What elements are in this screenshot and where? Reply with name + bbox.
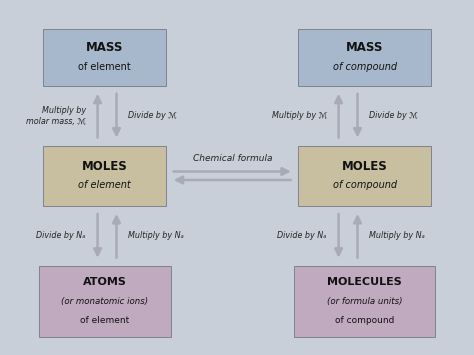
Text: Divide by ℳ: Divide by ℳ	[369, 111, 418, 120]
Text: MASS: MASS	[86, 41, 123, 54]
Text: MOLES: MOLES	[82, 159, 128, 173]
Text: ATOMS: ATOMS	[83, 277, 127, 287]
Text: Multiply by Nₐ: Multiply by Nₐ	[128, 231, 184, 240]
FancyBboxPatch shape	[299, 29, 431, 86]
FancyBboxPatch shape	[299, 146, 431, 206]
FancyBboxPatch shape	[43, 29, 166, 86]
Text: MASS: MASS	[346, 41, 383, 54]
Text: Divide by Nₐ: Divide by Nₐ	[277, 231, 327, 240]
Text: (or formula units): (or formula units)	[327, 297, 402, 306]
Text: of compound: of compound	[333, 180, 397, 190]
FancyBboxPatch shape	[43, 146, 166, 206]
Text: Multiply by
molar mass, ℳ: Multiply by molar mass, ℳ	[26, 105, 86, 126]
FancyBboxPatch shape	[294, 266, 436, 337]
Text: (or monatomic ions): (or monatomic ions)	[61, 297, 148, 306]
FancyBboxPatch shape	[38, 266, 171, 337]
Text: of element: of element	[80, 316, 129, 325]
Text: of compound: of compound	[333, 62, 397, 72]
Text: Divide by Nₐ: Divide by Nₐ	[36, 231, 86, 240]
Text: MOLES: MOLES	[342, 159, 387, 173]
Text: of element: of element	[78, 62, 131, 72]
Text: Divide by ℳ: Divide by ℳ	[128, 111, 177, 120]
Text: MOLECULES: MOLECULES	[327, 277, 402, 287]
Text: Multiply by Nₐ: Multiply by Nₐ	[369, 231, 425, 240]
Text: Multiply by ℳ: Multiply by ℳ	[272, 111, 327, 120]
Text: Chemical formula: Chemical formula	[192, 154, 272, 163]
Text: of element: of element	[78, 180, 131, 190]
Text: of compound: of compound	[335, 316, 394, 325]
